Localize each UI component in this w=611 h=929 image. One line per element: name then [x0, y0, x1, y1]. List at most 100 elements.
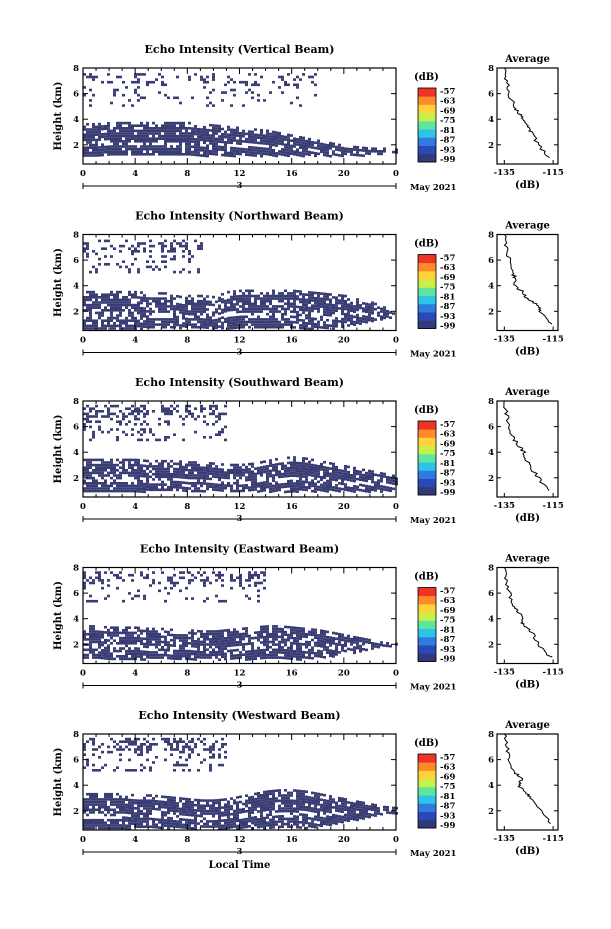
echo-cell	[146, 310, 149, 313]
echo-cell	[320, 629, 323, 632]
echo-cell	[341, 304, 344, 308]
echo-cell	[206, 75, 209, 79]
echo-cell	[182, 244, 185, 248]
echo-cell	[269, 469, 272, 473]
echo-cell	[86, 133, 89, 136]
echo-cell	[170, 320, 173, 324]
avg-x-unit: (dB)	[515, 513, 540, 524]
echo-cell	[275, 131, 278, 134]
echo-cell	[182, 423, 185, 426]
echo-cell	[233, 489, 236, 493]
echo-cell	[179, 311, 182, 314]
colorbar-frame	[417, 420, 437, 496]
echo-cell	[365, 307, 368, 311]
echo-cell	[143, 488, 146, 491]
echo-cell	[188, 798, 191, 801]
echo-cell	[257, 638, 260, 642]
echo-cell	[227, 628, 230, 632]
echo-cell	[170, 244, 173, 248]
echo-cell	[86, 303, 89, 307]
echo-cell	[239, 489, 242, 493]
echo-cell	[194, 827, 197, 830]
echo-cell	[86, 484, 89, 488]
echo-cell	[272, 635, 275, 639]
echo-cell	[179, 812, 182, 816]
echo-cell	[134, 140, 137, 143]
echo-cell	[212, 467, 215, 471]
echo-cell	[329, 472, 332, 476]
echo-cell	[101, 151, 104, 154]
echo-cell	[137, 802, 140, 805]
echo-cell	[230, 141, 233, 145]
echo-cell	[158, 318, 161, 321]
echo-cell	[344, 639, 347, 642]
echo-cell	[302, 488, 305, 491]
echo-cell	[176, 470, 179, 473]
echo-cell	[362, 146, 365, 150]
echo-cell	[92, 306, 95, 309]
average-profile-line	[503, 234, 553, 325]
echo-cell	[122, 639, 125, 642]
echo-cell	[167, 485, 170, 489]
echo-cell	[182, 438, 185, 442]
echo-cell	[221, 484, 224, 487]
echo-cell	[200, 651, 203, 654]
echo-cell	[149, 137, 152, 140]
echo-cell	[110, 626, 113, 629]
echo-cell	[101, 586, 104, 590]
echo-cell	[167, 649, 170, 652]
echo-cell	[272, 474, 275, 477]
echo-cell	[164, 124, 167, 127]
echo-cell	[251, 642, 254, 645]
echo-cell	[107, 132, 110, 135]
echo-cell	[128, 407, 131, 410]
echo-cell	[89, 594, 92, 598]
echo-cell	[89, 643, 92, 646]
echo-cell	[218, 798, 221, 802]
echo-cell	[125, 824, 128, 827]
echo-cell	[89, 576, 92, 580]
echo-cell	[119, 327, 122, 330]
echo-cell	[239, 294, 242, 298]
echo-cell	[212, 470, 215, 473]
echo-cell	[128, 140, 131, 143]
echo-cell	[281, 153, 284, 156]
y-tick-label: 2	[73, 141, 79, 151]
echo-cell	[104, 145, 107, 149]
echo-cell	[302, 136, 305, 140]
x-tick-label: 20	[338, 336, 350, 346]
echo-cell	[248, 584, 251, 587]
echo-cell	[215, 643, 218, 646]
echo-cell	[161, 80, 164, 84]
echo-cell	[203, 133, 206, 137]
echo-cell	[323, 645, 326, 649]
echo-cell	[257, 294, 260, 298]
echo-cell	[257, 141, 260, 145]
echo-cell	[251, 148, 254, 152]
echo-cell	[113, 322, 116, 325]
echo-cell	[179, 576, 182, 580]
echo-cell	[212, 132, 215, 135]
echo-cell	[176, 121, 179, 125]
echo-cell	[125, 484, 128, 488]
echo-cell	[101, 649, 104, 652]
colorbar-segment	[418, 486, 436, 496]
echo-cell	[134, 639, 137, 642]
echo-cell	[269, 487, 272, 491]
echo-cell	[101, 800, 104, 804]
plot-frame	[82, 400, 397, 498]
echo-cell	[176, 634, 179, 637]
echo-cell	[236, 656, 239, 660]
echo-cell	[134, 807, 137, 810]
echo-cell	[167, 132, 170, 135]
echo-cell	[86, 417, 89, 421]
echo-cell	[224, 637, 227, 640]
colorbar-frame	[417, 587, 437, 662]
echo-cell	[206, 825, 209, 828]
echo-cell	[227, 151, 230, 155]
echo-cell	[284, 318, 287, 321]
echo-cell	[236, 149, 239, 153]
echo-cell	[95, 487, 98, 490]
echo-cell	[236, 295, 239, 298]
echo-cell	[86, 154, 89, 157]
